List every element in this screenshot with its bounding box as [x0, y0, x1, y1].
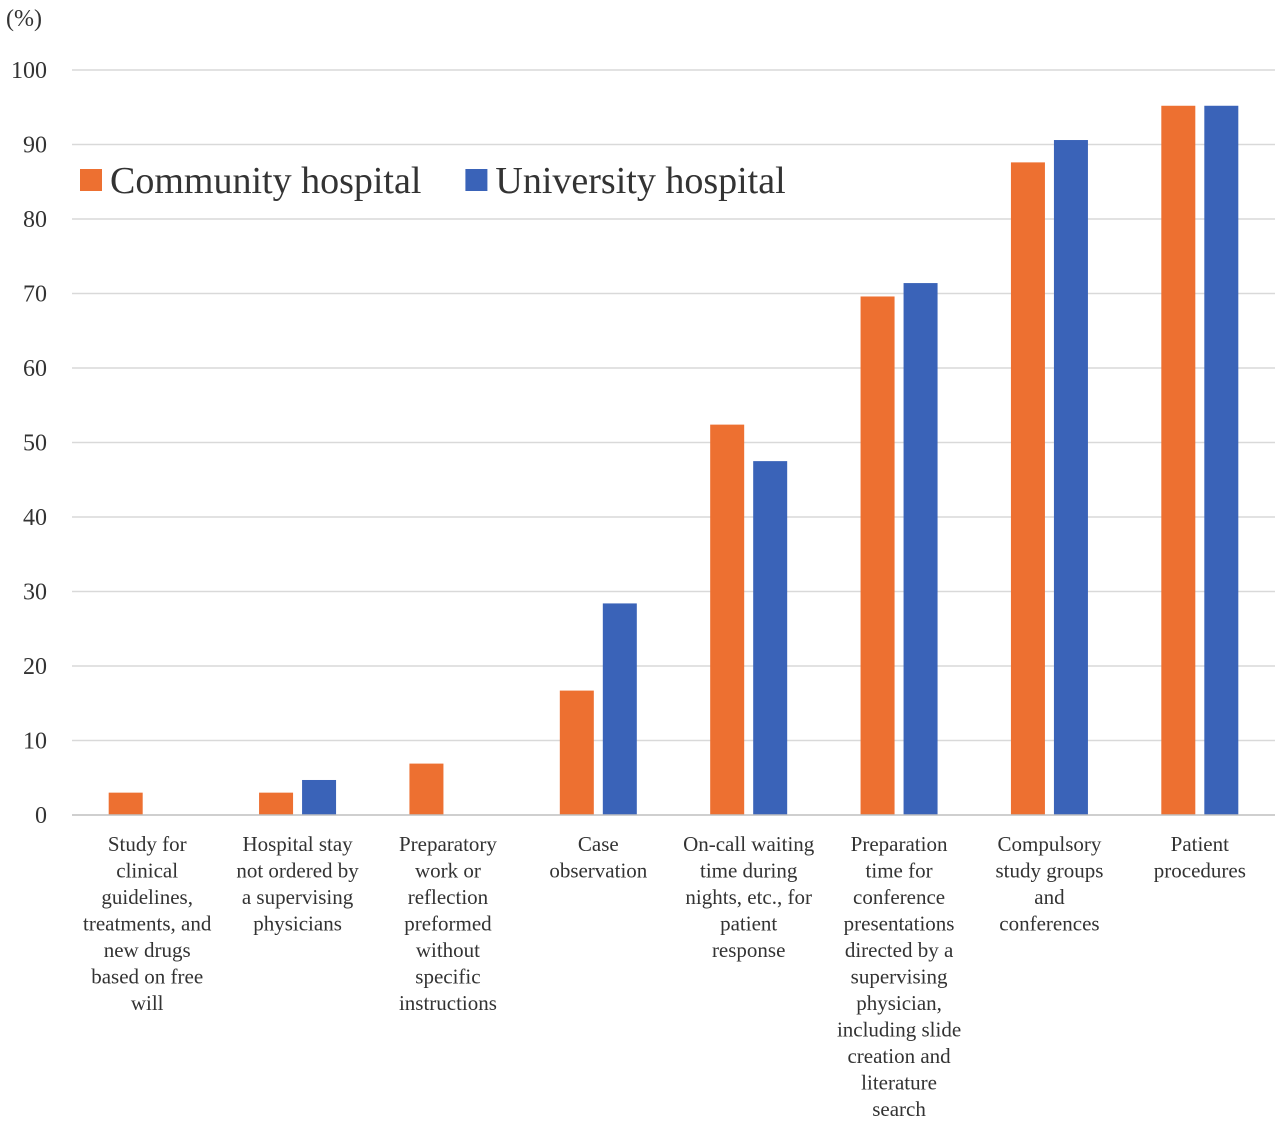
- bar-community-5: [860, 296, 895, 816]
- bar-university-6: [1053, 140, 1088, 815]
- x-category-label-line: and: [1034, 885, 1065, 909]
- x-category-label: Patient procedures: [1154, 832, 1246, 883]
- y-tick-label: 0: [35, 803, 47, 829]
- legend-label-university: University hospital: [495, 160, 785, 202]
- bar-community-4: [710, 424, 745, 815]
- x-category-label-line: reflection: [408, 885, 489, 909]
- x-category-label-line: instructions: [399, 991, 497, 1015]
- x-category-label-line: search: [872, 1097, 926, 1121]
- y-tick-label: 30: [23, 580, 47, 606]
- x-category-label-line: work or: [415, 859, 481, 883]
- y-tick-label: 100: [11, 58, 47, 84]
- x-category-label-line: observation: [549, 859, 647, 883]
- x-category-label: Case observation: [549, 832, 647, 883]
- bar-university-5: [903, 283, 938, 815]
- x-category-label-line: without: [416, 938, 480, 962]
- x-category-label-line: including slide: [837, 1018, 961, 1042]
- y-axis-unit-label: (%): [6, 6, 42, 32]
- y-tick-label: 90: [23, 133, 47, 159]
- bar-community-0: [108, 792, 143, 815]
- legend: Community hospital University hospital: [80, 160, 786, 202]
- x-category-label-line: time during: [700, 859, 798, 883]
- x-category-label: Hospital stay not ordered by a supervising…: [236, 832, 359, 936]
- x-category-label: Study for clinical guidelines, treatments, …: [83, 832, 212, 1015]
- x-category-label-line: a supervising: [242, 885, 354, 909]
- x-category-label-line: will: [131, 991, 164, 1015]
- x-category-label-line: nights, etc., for: [685, 885, 812, 909]
- x-category-label: Preparation time for conference presentatio…: [837, 832, 961, 1121]
- x-category-label-line: conferences: [999, 912, 1099, 936]
- labels: (%) 0 10 20 30 40 50 60 70 80 90 100 Study for clini…: [6, 6, 1246, 1121]
- legend-swatch-university: [465, 169, 488, 191]
- x-category-label-line: time for: [866, 859, 933, 883]
- y-tick-label: 20: [23, 654, 47, 680]
- x-category-label-line: Preparation: [851, 832, 948, 856]
- bar-community-7: [1161, 105, 1196, 815]
- x-category-label: Compulsory study groups and conferences: [995, 832, 1103, 936]
- x-category-label-line: specific: [415, 965, 480, 989]
- legend-label-community: Community hospital: [110, 160, 421, 202]
- x-category-label-line: study groups: [995, 859, 1103, 883]
- y-tick-label: 40: [23, 505, 47, 531]
- x-category-label-line: patient: [720, 912, 777, 936]
- x-category-label-line: physicians: [253, 912, 342, 936]
- x-category-label: On-call waiting time during nights, etc., …: [683, 832, 815, 962]
- x-category-label-line: physician,: [856, 991, 942, 1015]
- x-category-label-line: new drugs: [104, 938, 191, 962]
- y-tick-label: 50: [23, 431, 47, 457]
- bar-university-1: [302, 779, 337, 815]
- bar-community-3: [559, 690, 594, 815]
- x-category-label-line: not ordered by: [236, 859, 359, 883]
- x-category-label-line: presentations: [844, 912, 955, 936]
- x-category-label-line: Patient: [1171, 832, 1229, 856]
- y-tick-label: 10: [23, 729, 47, 755]
- x-category-label-line: guidelines,: [101, 885, 193, 909]
- x-category-label-line: response: [712, 938, 785, 962]
- legend-swatch-community: [80, 169, 102, 191]
- bar-university-7: [1204, 105, 1239, 815]
- x-category-label: Preparatory work or reflection preformed wit…: [399, 832, 497, 1015]
- x-category-label-line: procedures: [1154, 859, 1246, 883]
- x-category-label-line: supervising: [851, 965, 948, 989]
- x-category-label-line: based on free: [91, 965, 203, 989]
- bar-community-1: [259, 792, 294, 815]
- y-tick-label: 60: [23, 356, 47, 382]
- x-category-label-line: Hospital stay: [242, 832, 353, 856]
- x-category-label-line: Preparatory: [399, 832, 497, 856]
- x-category-label-line: Case: [578, 832, 619, 856]
- y-tick-label: 80: [23, 207, 47, 233]
- x-category-label-line: treatments, and: [83, 912, 212, 936]
- x-category-label-line: directed by a: [845, 938, 954, 962]
- bar-university-4: [753, 461, 788, 815]
- y-tick-label: 70: [23, 282, 47, 308]
- x-category-label-line: clinical: [116, 859, 178, 883]
- x-category-label-line: On-call waiting: [683, 832, 815, 856]
- x-category-label-line: conference: [853, 885, 945, 909]
- x-category-label-line: literature: [861, 1071, 937, 1095]
- x-category-label-line: Compulsory: [998, 832, 1102, 856]
- x-category-label-line: preformed: [404, 912, 492, 936]
- x-category-label-line: creation and: [847, 1044, 951, 1068]
- gridlines: [72, 69, 1275, 742]
- bar-community-6: [1010, 162, 1045, 815]
- bar-university-3: [602, 603, 637, 815]
- bar-community-2: [409, 763, 444, 815]
- bars: [108, 105, 1239, 816]
- x-category-label-line: Study for: [108, 832, 187, 856]
